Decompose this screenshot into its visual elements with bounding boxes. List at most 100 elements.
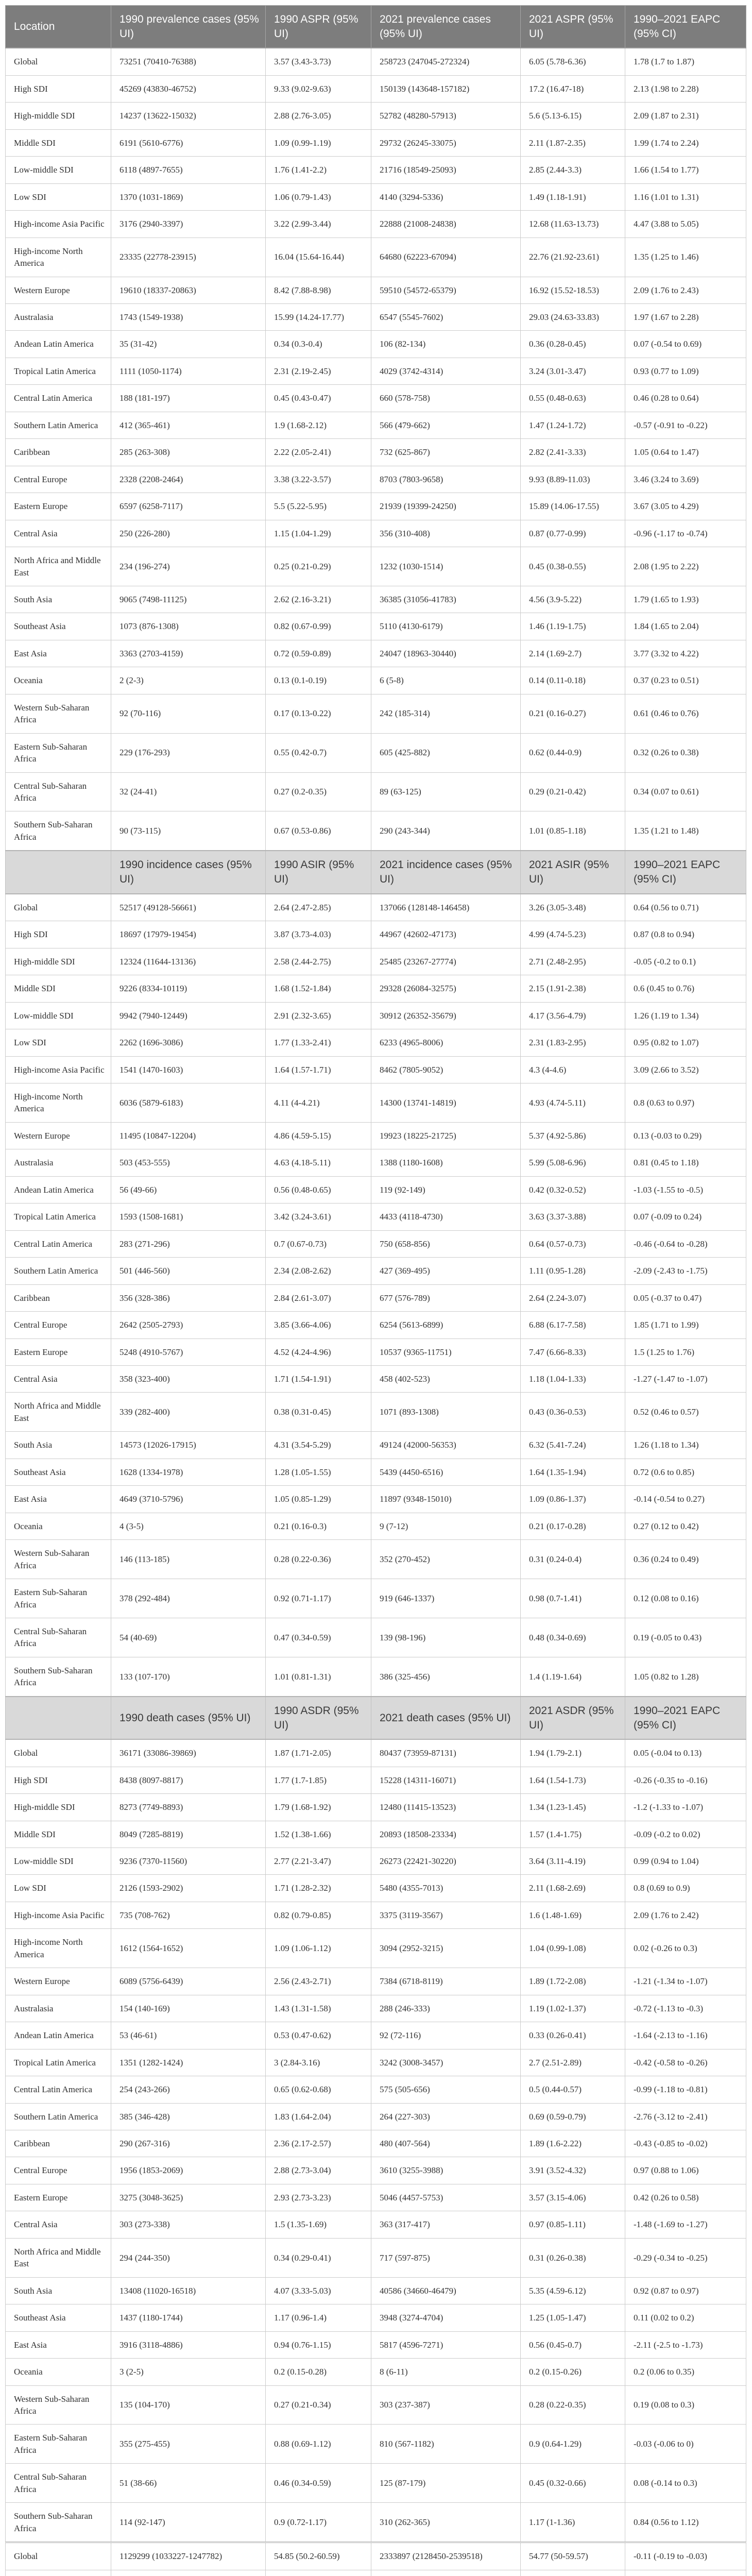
value-cell: 19610 (18337-20863) — [111, 276, 266, 304]
column-header: 2021 death cases (95% UI) — [371, 1696, 521, 1740]
location-cell: Western Sub-Saharan Africa — [5, 2385, 111, 2425]
value-cell: 1.04 (0.99-1.08) — [520, 1928, 625, 1969]
value-cell: 234 (196-274) — [111, 547, 266, 586]
table-row: Tropical Latin America 1351 (1282-1424) 3 … — [5, 2048, 746, 2077]
value-cell: 1.26 (1.19 to 1.34) — [625, 1002, 746, 1030]
value-cell: 6.05 (5.78-6.36) — [520, 47, 625, 76]
value-cell: -0.57 (-0.91 to -0.22) — [625, 411, 746, 439]
table-row: Tropical Latin America 1593 (1508-1681) 3.… — [5, 1203, 746, 1231]
table-row: Central Sub-Saharan Africa 54 (40-69) 0.47… — [5, 1617, 746, 1657]
value-cell: 264 (227-303) — [371, 2103, 521, 2131]
table-row: Australasia 503 (453-555) 4.63 (4.18-5.11)… — [5, 1149, 746, 1177]
value-cell: -0.29 (-0.34 to -0.25) — [625, 2238, 746, 2278]
value-cell: 0.94 (0.76-1.15) — [265, 2331, 371, 2359]
location-cell: Central Sub-Saharan Africa — [5, 2463, 111, 2503]
value-cell: 1.64 (1.57-1.71) — [265, 1056, 371, 1084]
value-cell: 810 (567-1182) — [371, 2424, 521, 2464]
table-row: Central Latin America 254 (243-266) 0.65 (… — [5, 2076, 746, 2104]
value-cell: 2.58 (2.44-2.75) — [265, 947, 371, 976]
value-cell: 53 (46-61) — [111, 2022, 266, 2049]
value-cell: 501 (446-560) — [111, 1257, 266, 1285]
value-cell: 3610 (3255-3988) — [371, 2157, 521, 2184]
value-cell: 480 (407-564) — [371, 2130, 521, 2158]
value-cell: 125 (87-179) — [371, 2463, 521, 2503]
value-cell: 0.37 (0.23 to 0.51) — [625, 667, 746, 694]
value-cell: 1.11 (0.95-1.28) — [520, 1257, 625, 1285]
value-cell: 6 (5-8) — [371, 667, 521, 694]
value-cell: 0.21 (0.16-0.3) — [265, 1512, 371, 1540]
value-cell: 0.95 (0.82 to 1.07) — [625, 1029, 746, 1057]
value-cell: 0.7 (0.67-0.73) — [265, 1230, 371, 1258]
value-cell: 1.99 (1.74 to 2.24) — [625, 129, 746, 157]
value-cell: 3916 (3118-4886) — [111, 2331, 266, 2359]
value-cell: 26273 (22421-30220) — [371, 1848, 521, 1875]
value-cell: 0.52 (0.46 to 0.57) — [625, 1392, 746, 1432]
value-cell: 22888 (21008-24838) — [371, 210, 521, 238]
value-cell: -1.64 (-2.13 to -1.16) — [625, 2022, 746, 2049]
column-header: 1990 prevalence cases (95% UI) — [111, 5, 266, 49]
location-cell: Western Europe — [5, 1122, 111, 1150]
value-cell: 1351 (1282-1424) — [111, 2048, 266, 2077]
value-cell: 0.38 (0.31-0.45) — [265, 1392, 371, 1432]
table-row: Central Europe 2328 (2208-2464) 3.38 (3.22… — [5, 465, 746, 494]
value-cell: 2.31 (2.19-2.45) — [265, 357, 371, 385]
value-cell: 0.87 (0.77-0.99) — [520, 519, 625, 548]
location-cell: East Asia — [5, 1485, 111, 1513]
value-cell: 133 (107-170) — [111, 1656, 266, 1697]
value-cell: 106 (82-134) — [371, 330, 521, 358]
value-cell: 4.3 (4-4.6) — [520, 1056, 625, 1084]
value-cell: 4649 (3710-5796) — [111, 1485, 266, 1513]
value-cell: 5.35 (4.59-6.12) — [520, 2277, 625, 2305]
value-cell: 1.85 (1.71 to 1.99) — [625, 1311, 746, 1339]
value-cell: 229 (176-293) — [111, 733, 266, 773]
value-cell: 24047 (18963-30440) — [371, 639, 521, 668]
value-cell: 2.91 (2.32-3.65) — [265, 1002, 371, 1030]
value-cell: 6191 (5610-6776) — [111, 129, 266, 157]
value-cell: 5.37 (4.92-5.86) — [520, 1122, 625, 1150]
table-row: Andean Latin America 53 (46-61) 0.53 (0.47… — [5, 2022, 746, 2049]
value-cell: 0.34 (0.3-0.4) — [265, 330, 371, 358]
value-cell: 0.29 (0.21-0.42) — [520, 772, 625, 812]
value-cell: 6254 (5613-6899) — [371, 1311, 521, 1339]
table-row: Middle SDI 8049 (7285-8819) 1.52 (1.38-1.6… — [5, 1820, 746, 1849]
location-cell: High-income North America — [5, 237, 111, 277]
value-cell: 385 (346-428) — [111, 2103, 266, 2131]
table-row: Low SDI 1370 (1031-1869) 1.06 (0.79-1.43) 4… — [5, 183, 746, 211]
value-cell: 2.09 (1.87 to 2.31) — [625, 102, 746, 130]
table-row: Central Asia 358 (323-400) 1.71 (1.54-1.91… — [5, 1365, 746, 1393]
value-cell: 2 (2-3) — [111, 667, 266, 694]
location-cell: Tropical Latin America — [5, 1203, 111, 1231]
value-cell: 9236 (7370-11560) — [111, 1848, 266, 1875]
value-cell: 0.27 (0.2-0.35) — [265, 772, 371, 812]
table-row: Southeast Asia 1073 (876-1308) 0.82 (0.67-… — [5, 613, 746, 640]
value-cell: 80437 (73959-87131) — [371, 1739, 521, 1767]
value-cell: 0.9 (0.72-1.17) — [265, 2502, 371, 2543]
value-cell: 4.93 (4.74-5.11) — [520, 1083, 625, 1123]
location-cell: Western Europe — [5, 1968, 111, 1995]
value-cell: 114 (92-147) — [111, 2502, 266, 2543]
table-row: High-income Asia Pacific 1541 (1470-1603)… — [5, 1056, 746, 1084]
value-cell: 9226 (8334-10119) — [111, 975, 266, 1003]
value-cell: 137066 (128148-146458) — [371, 893, 521, 922]
value-cell: 3 (2-5) — [111, 2358, 266, 2386]
value-cell: 5817 (4596-7271) — [371, 2331, 521, 2359]
value-cell: 356 (328-386) — [111, 1284, 266, 1312]
section-header-incidence: 1990 incidence cases (95% UI) 1990 ASIR (… — [5, 850, 746, 894]
value-cell: 6118 (4897-7655) — [111, 156, 266, 184]
value-cell: 4.47 (3.88 to 5.05) — [625, 210, 746, 238]
value-cell: 0.21 (0.17-0.28) — [520, 1512, 625, 1540]
value-cell: 1.83 (1.64-2.04) — [265, 2103, 371, 2131]
value-cell: 0.64 (0.57-0.73) — [520, 1230, 625, 1258]
location-cell: Middle SDI — [5, 129, 111, 157]
value-cell: 1.05 (0.85-1.29) — [265, 1485, 371, 1513]
value-cell: 0.2 (0.06 to 0.35) — [625, 2358, 746, 2386]
value-cell: 1.01 (0.85-1.18) — [520, 811, 625, 851]
value-cell: 29328 (26084-32575) — [371, 975, 521, 1003]
value-cell: 1956 (1853-2069) — [111, 2157, 266, 2184]
value-cell: 3242 (3008-3457) — [371, 2048, 521, 2077]
value-cell: 303 (273-338) — [111, 2211, 266, 2239]
value-cell: 0.82 (0.79-0.85) — [265, 1901, 371, 1929]
table-row: Central Asia 303 (273-338) 1.5 (1.35-1.69)… — [5, 2211, 746, 2239]
value-cell: 30912 (26352-35679) — [371, 1002, 521, 1030]
value-cell: -0.96 (-1.17 to -0.74) — [625, 519, 746, 548]
